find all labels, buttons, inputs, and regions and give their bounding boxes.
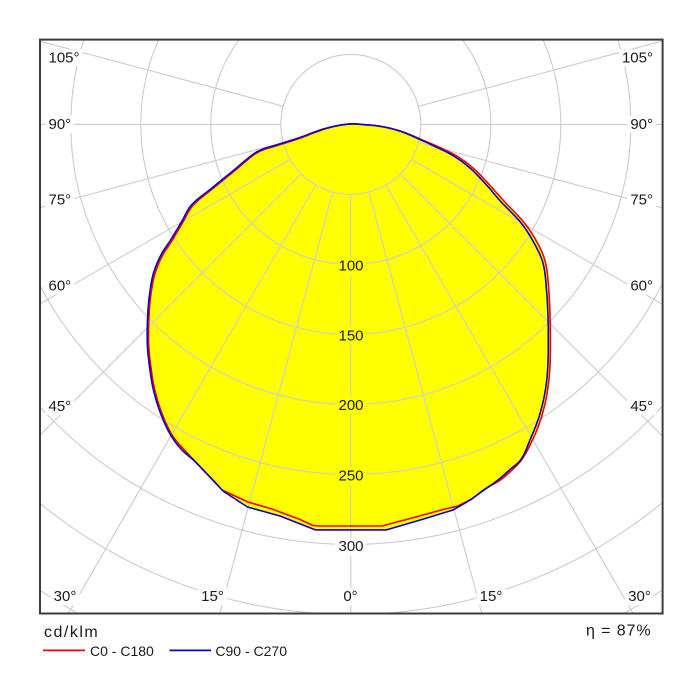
svg-text:250: 250	[338, 468, 363, 485]
svg-text:75°: 75°	[630, 192, 653, 209]
svg-text:15°: 15°	[201, 588, 224, 605]
svg-text:C0 - C180: C0 - C180	[90, 643, 154, 659]
svg-text:cd/klm: cd/klm	[44, 624, 99, 641]
svg-text:60°: 60°	[630, 278, 653, 295]
svg-text:15°: 15°	[480, 588, 503, 605]
svg-text:45°: 45°	[49, 398, 72, 415]
svg-text:90°: 90°	[630, 116, 653, 133]
svg-text:0°: 0°	[343, 588, 357, 605]
svg-text:45°: 45°	[630, 398, 653, 415]
svg-text:105°: 105°	[622, 50, 653, 67]
svg-text:η = 87%: η = 87%	[586, 623, 651, 640]
svg-text:200: 200	[338, 397, 363, 414]
svg-text:75°: 75°	[49, 192, 72, 209]
svg-text:90°: 90°	[49, 116, 72, 133]
svg-text:300: 300	[338, 538, 363, 555]
svg-text:30°: 30°	[54, 588, 77, 605]
svg-text:105°: 105°	[49, 50, 80, 67]
svg-text:30°: 30°	[628, 588, 651, 605]
svg-text:150: 150	[338, 328, 363, 345]
svg-text:C90 - C270: C90 - C270	[215, 643, 287, 659]
svg-text:100: 100	[338, 258, 363, 275]
svg-text:60°: 60°	[49, 278, 72, 295]
